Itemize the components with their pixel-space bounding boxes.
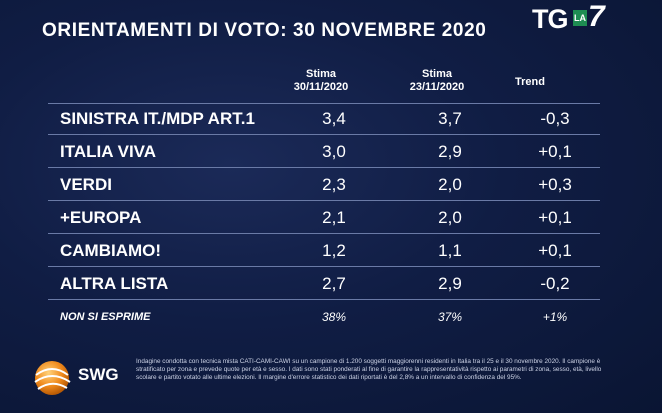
- value-current: 3,0: [322, 142, 346, 161]
- value-previous: 2,9: [438, 274, 462, 293]
- party-label: VERDI: [60, 175, 112, 194]
- value-current: 2,7: [322, 274, 346, 293]
- value-trend: +0,1: [538, 142, 572, 161]
- value-trend: +0,3: [538, 175, 572, 194]
- column-header-line1: Stima: [306, 68, 336, 80]
- methodology-note: Indagine condotta con tecnica mista CATI…: [136, 358, 602, 382]
- page-title: ORIENTAMENTI DI VOTO: 30 NOVEMBRE 2020: [42, 20, 487, 41]
- party-label: +EUROPA: [60, 208, 142, 227]
- tg-text: TG: [532, 4, 568, 34]
- table-row: VERDI 2,3 2,0 +0,3: [48, 170, 600, 201]
- column-header-line1: Stima: [422, 68, 452, 80]
- column-header-line2: 30/11/2020: [293, 81, 349, 93]
- value-previous: 2,0: [438, 175, 462, 194]
- value-previous: 2,0: [438, 208, 462, 227]
- value-previous: 1,1: [438, 241, 462, 260]
- value-trend: +1%: [542, 310, 568, 324]
- swg-globe-icon: [34, 361, 71, 395]
- value-trend: +0,1: [538, 208, 572, 227]
- value-current: 1,2: [322, 241, 346, 260]
- table-row: ITALIA VIVA 3,0 2,9 +0,1: [48, 137, 600, 168]
- party-label: SINISTRA IT./MDP ART.1: [60, 109, 255, 128]
- value-trend: +0,1: [538, 241, 572, 260]
- party-label: ALTRA LISTA: [60, 274, 169, 293]
- value-current: 38%: [321, 310, 347, 324]
- table-row-no-answer: NON SI ESPRIME 38% 37% +1%: [48, 302, 600, 332]
- party-label: ITALIA VIVA: [60, 142, 157, 161]
- tg-la7-logo: TG LA 7: [532, 0, 608, 36]
- column-header-line2: 23/11/2020: [409, 81, 465, 93]
- value-current: 3,4: [322, 109, 346, 128]
- table-top-rule: [48, 103, 600, 104]
- table-row: +EUROPA 2,1 2,0 +0,1: [48, 203, 600, 234]
- column-header-stima-current: Stima 30/11/2020: [281, 68, 361, 94]
- value-previous: 2,9: [438, 142, 462, 161]
- la-badge: LA: [573, 10, 587, 26]
- column-header-stima-previous: Stima 23/11/2020: [397, 68, 477, 94]
- table-row: ALTRA LISTA 2,7 2,9 -0,2: [48, 269, 600, 300]
- no-answer-label: NON SI ESPRIME: [60, 311, 151, 323]
- table-row: SINISTRA IT./MDP ART.1 3,4 3,7 -0,3: [48, 104, 600, 135]
- party-label: CAMBIAMO!: [60, 241, 162, 260]
- column-header-trend: Trend: [515, 76, 545, 88]
- value-trend: -0,3: [540, 109, 570, 128]
- value-previous: 3,7: [438, 109, 462, 128]
- table-row: CAMBIAMO! 1,2 1,1 +0,1: [48, 236, 600, 267]
- swg-brand-text: SWG: [78, 365, 119, 384]
- value-previous: 37%: [437, 310, 463, 324]
- seven-text: 7: [588, 0, 605, 33]
- swg-logo: SWG: [30, 355, 130, 401]
- value-trend: -0,2: [540, 274, 570, 293]
- value-current: 2,1: [322, 208, 346, 227]
- value-current: 2,3: [322, 175, 346, 194]
